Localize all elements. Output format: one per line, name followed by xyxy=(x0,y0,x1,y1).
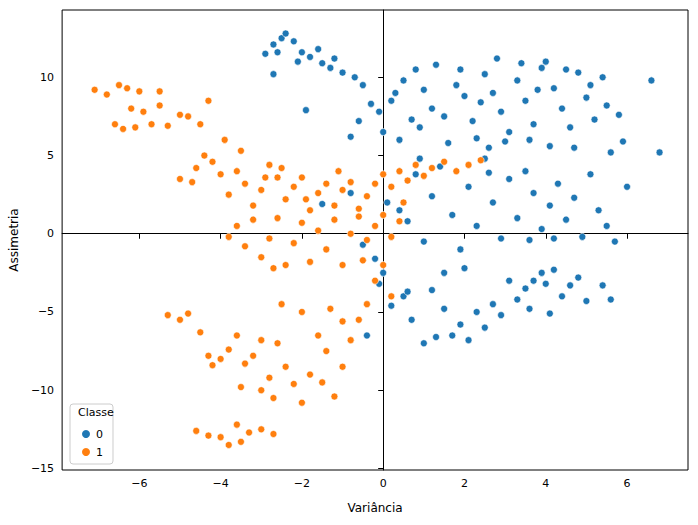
svg-text:−10: −10 xyxy=(31,384,54,397)
svg-text:0: 0 xyxy=(47,227,54,240)
svg-text:10: 10 xyxy=(40,71,54,84)
svg-text:2: 2 xyxy=(461,477,468,490)
svg-text:−5: −5 xyxy=(38,305,54,318)
svg-text:1: 1 xyxy=(96,446,103,459)
svg-text:0: 0 xyxy=(96,428,103,441)
svg-text:−6: −6 xyxy=(131,477,147,490)
svg-text:Classe: Classe xyxy=(78,406,114,419)
svg-text:−2: −2 xyxy=(294,477,310,490)
svg-text:−4: −4 xyxy=(213,477,229,490)
svg-text:6: 6 xyxy=(624,477,631,490)
svg-text:4: 4 xyxy=(542,477,549,490)
svg-text:Variância: Variância xyxy=(347,501,402,515)
svg-text:−15: −15 xyxy=(31,462,54,475)
svg-text:0: 0 xyxy=(380,477,387,490)
svg-text:Assimetria: Assimetria xyxy=(7,208,21,271)
svg-text:5: 5 xyxy=(47,149,54,162)
